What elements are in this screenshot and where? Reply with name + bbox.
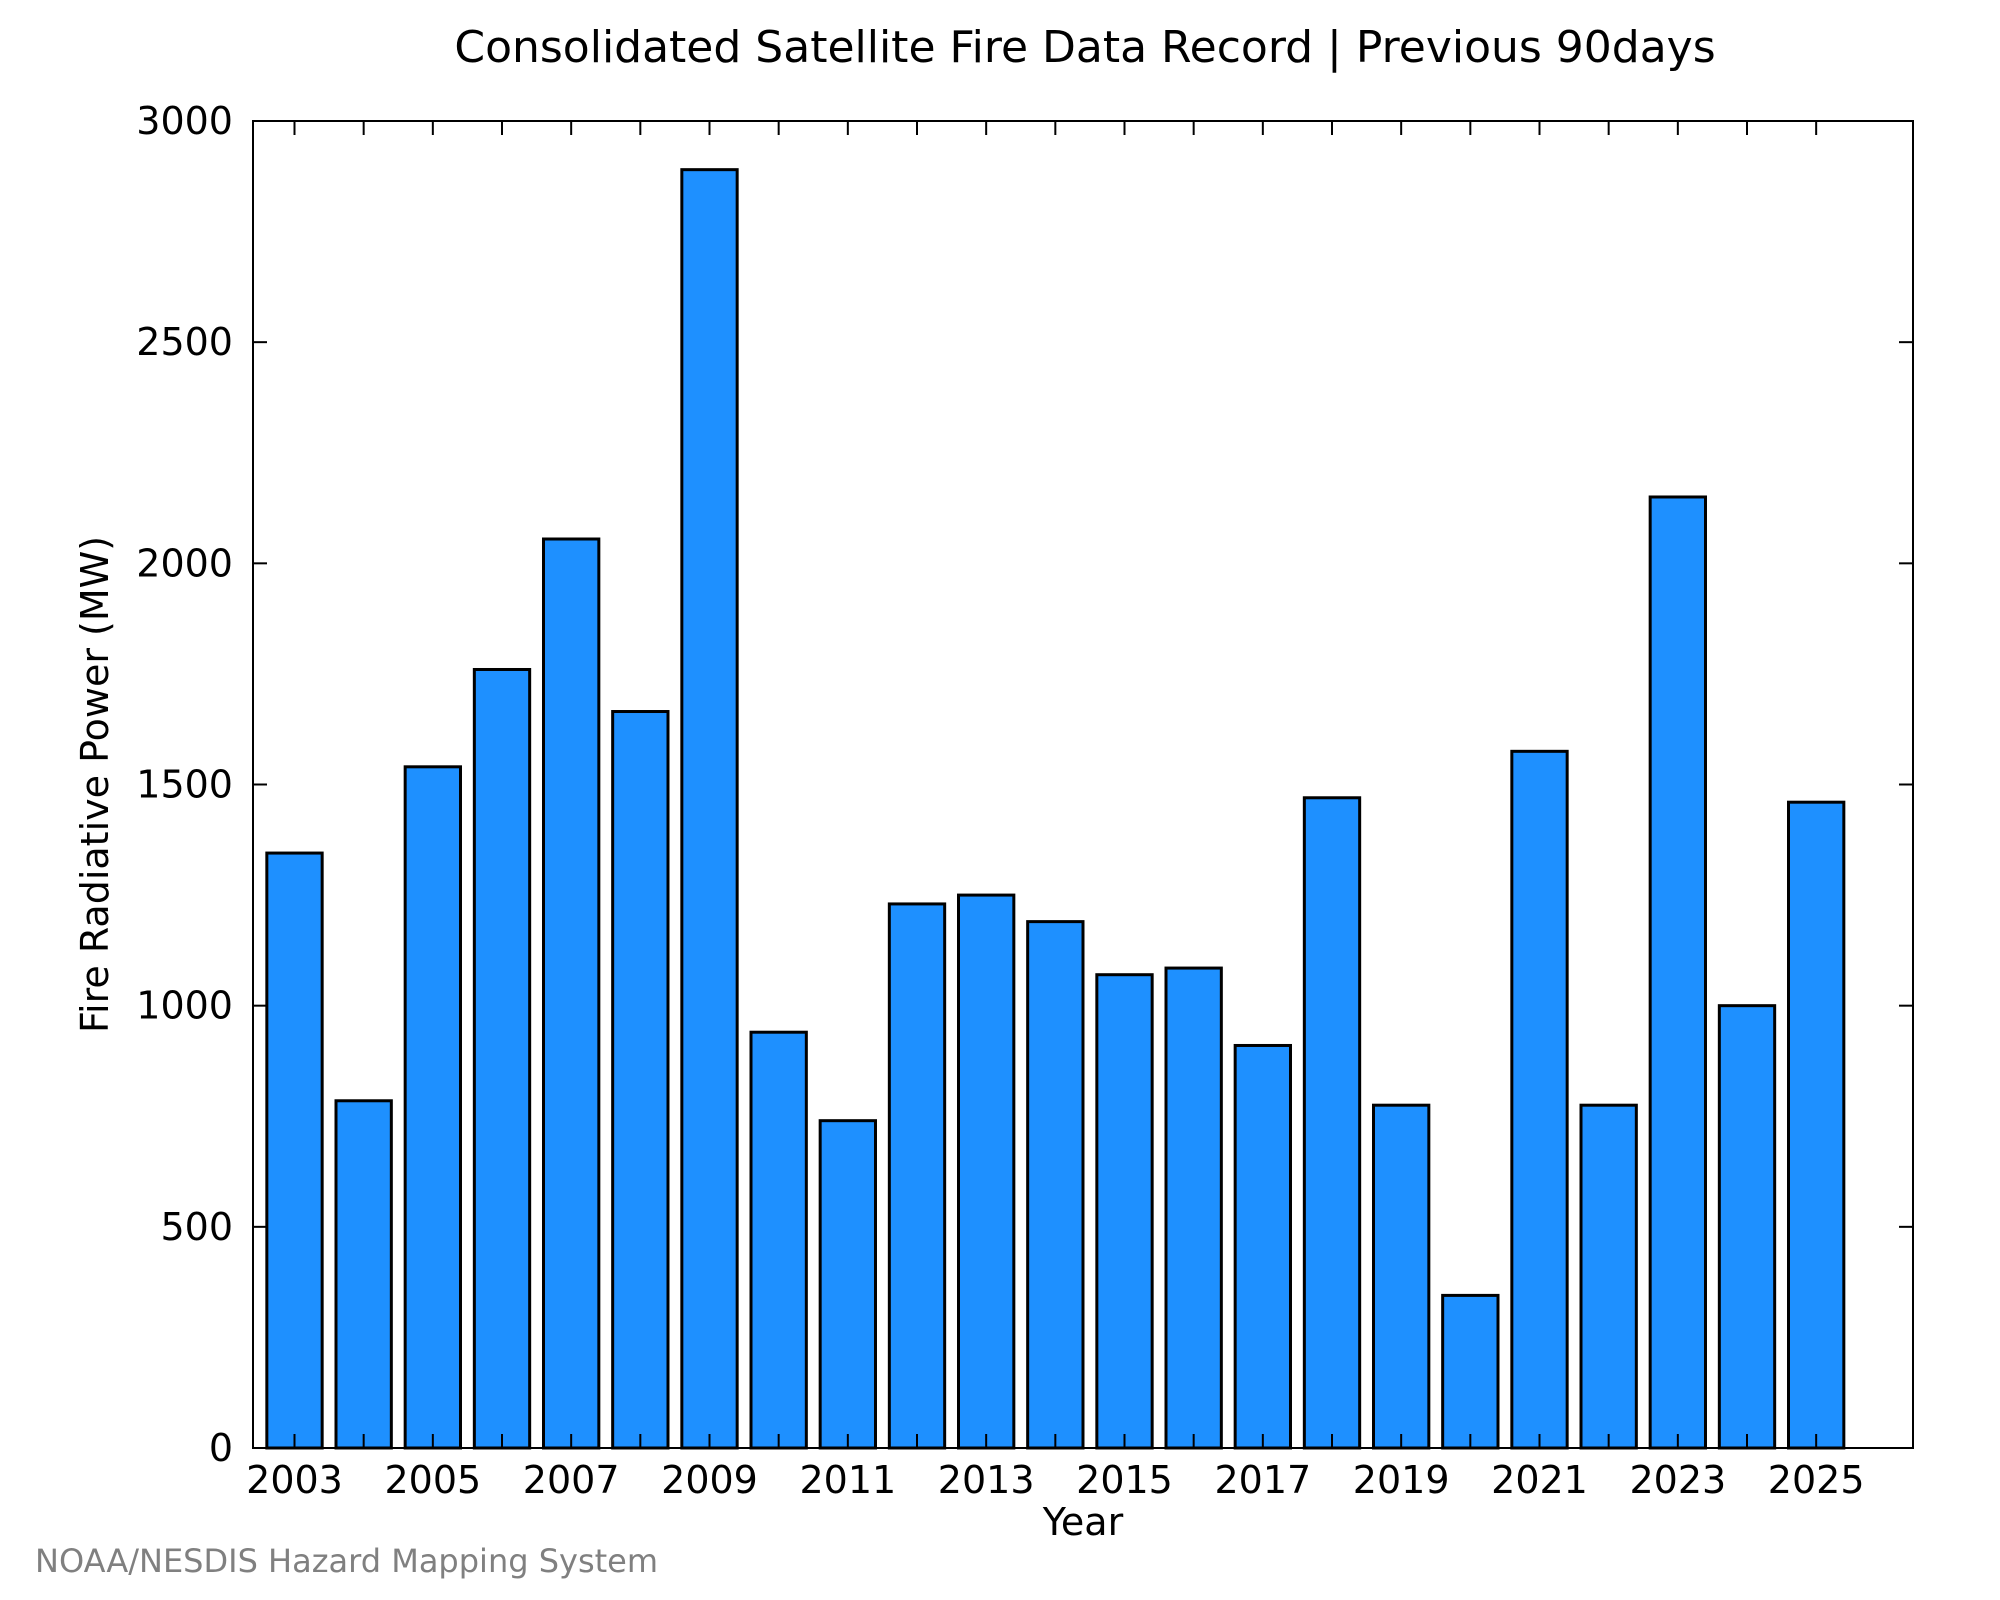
- x-tick-label: 2021: [1491, 1458, 1588, 1502]
- bar-2014: [1026, 920, 1085, 1450]
- bar-2019: [1372, 1103, 1431, 1450]
- y-tick-label: 1000: [136, 984, 233, 1028]
- x-axis-ticks: 2003 2005 2007 2009 2011 2013 2015 2017 2019 2021…: [246, 121, 1865, 1502]
- x-tick-label: 2003: [246, 1458, 343, 1502]
- bar-2008: [611, 710, 670, 1450]
- y-tick-label: 1500: [136, 763, 233, 807]
- credit-text: NOAA/NESDIS Hazard Mapping System: [35, 1542, 658, 1580]
- bar-2017: [1233, 1043, 1292, 1450]
- x-tick-label: 2013: [938, 1458, 1035, 1502]
- x-tick-label: 2007: [523, 1458, 620, 1502]
- x-tick-label: 2019: [1353, 1458, 1450, 1502]
- x-tick-label: 2023: [1629, 1458, 1726, 1502]
- y-tick-label: 500: [160, 1205, 233, 1249]
- y-tick-label: 2500: [136, 320, 233, 364]
- bar-2021: [1510, 749, 1569, 1450]
- bar-2005: [403, 765, 462, 1450]
- y-tick-label: 3000: [136, 99, 233, 143]
- bar-2015: [1095, 973, 1154, 1450]
- y-tick-label: 2000: [136, 541, 233, 585]
- bar-2013: [957, 893, 1016, 1450]
- x-tick-label: 2011: [799, 1458, 896, 1502]
- y-axis-ticks: 0 500 1000 1500 2000 2500 3000: [136, 99, 1913, 1470]
- bar-2012: [887, 902, 947, 1450]
- bar-2020: [1441, 1293, 1500, 1450]
- y-axis-label: Fire Radiative Power (MW): [73, 536, 117, 1033]
- bar-2007: [542, 537, 601, 1450]
- x-tick-label: 2005: [384, 1458, 481, 1502]
- x-tick-label: 2009: [661, 1458, 758, 1502]
- bar-2018: [1302, 796, 1362, 1450]
- bar-2022: [1579, 1103, 1638, 1450]
- x-tick-label: 2015: [1076, 1458, 1173, 1502]
- x-axis-label: Year: [1042, 1500, 1124, 1544]
- bar-2023: [1648, 495, 1707, 1450]
- plot-frame: [252, 120, 1914, 1449]
- bar-2009: [680, 168, 739, 1450]
- bar-2024: [1717, 1004, 1777, 1450]
- bar-2006: [472, 667, 532, 1450]
- bar-2025: [1787, 800, 1846, 1450]
- x-tick-label: 2025: [1768, 1458, 1865, 1502]
- bar-2016: [1164, 966, 1223, 1450]
- bar-2003: [265, 851, 324, 1450]
- bars: [265, 168, 1846, 1450]
- chart-title: Consolidated Satellite Fire Data Record …: [454, 22, 1715, 73]
- y-tick-label: 0: [209, 1426, 233, 1470]
- bar-2004: [334, 1099, 393, 1450]
- bar-2010: [749, 1030, 808, 1450]
- bar-2011: [818, 1119, 878, 1450]
- x-tick-label: 2017: [1214, 1458, 1311, 1502]
